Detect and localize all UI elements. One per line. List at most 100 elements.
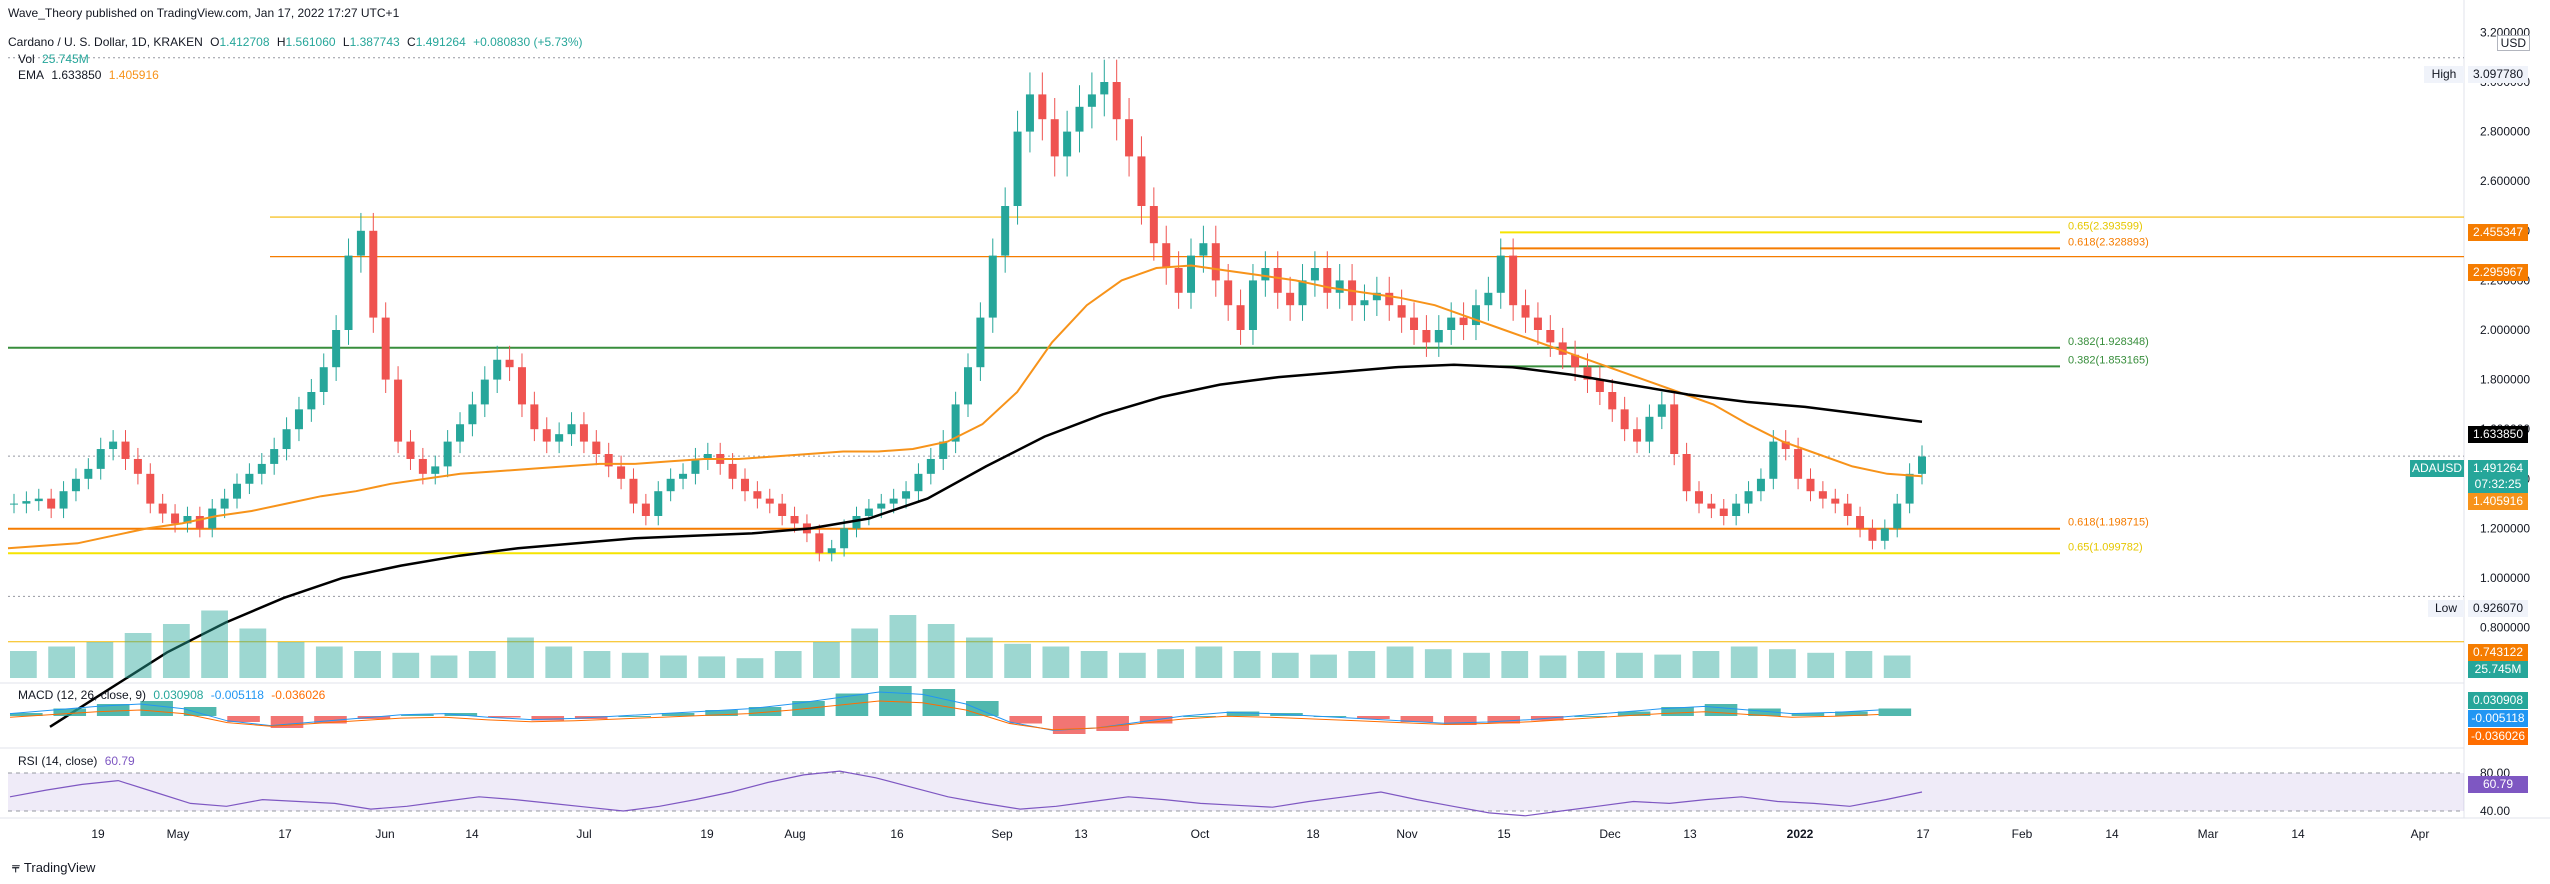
candle-body bbox=[1794, 449, 1803, 479]
candle-body bbox=[1310, 268, 1319, 281]
countdown-tag: 07:32:25 bbox=[2468, 476, 2528, 493]
macd-bar bbox=[1748, 708, 1781, 716]
candle-body bbox=[1744, 491, 1753, 504]
candle-body bbox=[852, 516, 861, 529]
candle-body bbox=[815, 533, 824, 554]
candle-body bbox=[617, 466, 626, 479]
candle-body bbox=[1670, 404, 1679, 454]
candle-body bbox=[1199, 243, 1208, 256]
rsi-line bbox=[9, 770, 1923, 817]
x-tick-label: 19 bbox=[700, 827, 714, 841]
volume-bar bbox=[1539, 655, 1567, 678]
high-tag-label: High bbox=[2424, 66, 2464, 83]
macd-bar bbox=[1878, 708, 1912, 716]
candle-body bbox=[604, 454, 613, 467]
rsi-value: 60.79 bbox=[104, 754, 135, 768]
macd-bar bbox=[488, 716, 521, 718]
macd-bar bbox=[835, 693, 869, 716]
candle-body bbox=[1558, 342, 1567, 355]
candle-body bbox=[641, 503, 650, 516]
candle-body bbox=[1633, 429, 1642, 442]
candle-body bbox=[307, 392, 316, 410]
candle-body bbox=[1434, 330, 1443, 343]
tradingview-logo[interactable]: ⫧ TradingView bbox=[12, 859, 95, 876]
candle-body bbox=[1348, 280, 1357, 306]
volume-bar bbox=[354, 651, 381, 678]
candle-body bbox=[1843, 503, 1852, 516]
candle-body bbox=[1125, 119, 1134, 157]
macd-bar bbox=[1487, 716, 1521, 724]
volume-bar bbox=[1348, 651, 1376, 678]
ohlc-o: 1.412708 bbox=[219, 35, 270, 49]
volume-bar bbox=[1845, 651, 1873, 678]
macd-bar bbox=[1226, 711, 1260, 716]
candle-body bbox=[1471, 305, 1480, 326]
macd-value: 0.030908 bbox=[153, 688, 204, 702]
volume-bar bbox=[1883, 655, 1911, 678]
candle-body bbox=[1025, 94, 1034, 132]
candle-body bbox=[22, 501, 31, 504]
candle-body bbox=[1236, 305, 1245, 330]
macd-label: MACD (12, 26, close, 9) bbox=[18, 688, 147, 702]
volume-bar bbox=[277, 642, 305, 678]
volume-bar bbox=[966, 637, 993, 678]
low-tag-label: Low bbox=[2428, 600, 2464, 617]
candle-body bbox=[1087, 94, 1096, 107]
candle-body bbox=[1385, 292, 1394, 306]
x-tick-label: Mar bbox=[2198, 827, 2219, 841]
candle-body bbox=[1905, 473, 1914, 504]
volume-bar bbox=[392, 652, 420, 678]
macd-tag: 0.030908 bbox=[2468, 692, 2528, 709]
candle-body bbox=[555, 434, 564, 442]
volume-bar bbox=[1424, 649, 1452, 678]
candle-body bbox=[1410, 317, 1419, 330]
vol-line-tag: 0.743122 bbox=[2468, 644, 2528, 661]
candle-body bbox=[1657, 404, 1666, 417]
candle-body bbox=[1546, 330, 1555, 343]
macd-bar bbox=[618, 716, 651, 717]
candle-body bbox=[1286, 292, 1295, 306]
volume-bar bbox=[1310, 654, 1337, 678]
volume-bar bbox=[1769, 649, 1796, 678]
candle-body bbox=[1496, 255, 1505, 293]
candle-body bbox=[1335, 280, 1344, 293]
candle-body bbox=[456, 424, 465, 442]
candle-body bbox=[133, 458, 142, 474]
volume-bar bbox=[1463, 652, 1490, 678]
candle-body bbox=[183, 516, 192, 524]
candle-body bbox=[121, 441, 130, 459]
macd-bar bbox=[661, 713, 695, 716]
candle-body bbox=[171, 513, 180, 524]
ema200-tag: 1.633850 bbox=[2468, 426, 2528, 443]
y-tick-label: 1.000000 bbox=[2480, 571, 2530, 585]
candle-body bbox=[406, 441, 415, 459]
candle-body bbox=[753, 491, 762, 499]
x-tick-label: Aug bbox=[784, 827, 805, 841]
candle-body bbox=[319, 367, 328, 392]
candle-body bbox=[233, 483, 242, 499]
candle-body bbox=[1831, 498, 1840, 504]
volume-bar bbox=[1501, 651, 1529, 678]
volume-bar bbox=[1654, 654, 1682, 678]
volume-bar bbox=[583, 651, 611, 678]
candle-body bbox=[1732, 503, 1741, 516]
candle-body bbox=[294, 409, 303, 430]
x-tick-label: Jul bbox=[576, 827, 591, 841]
candle-body bbox=[1038, 94, 1047, 120]
x-tick-label: Oct bbox=[1191, 827, 1210, 841]
candle-body bbox=[964, 367, 972, 405]
candle-body bbox=[1323, 268, 1332, 293]
macd-bar bbox=[10, 713, 43, 716]
volume-bar bbox=[48, 646, 76, 678]
ohlc-c-label: C bbox=[407, 35, 416, 49]
candle-body bbox=[1224, 280, 1233, 306]
candle-body bbox=[1063, 131, 1072, 157]
macd-hist-value: -0.036026 bbox=[271, 688, 326, 702]
macd-bar bbox=[1661, 707, 1694, 716]
candle-body bbox=[1162, 243, 1171, 268]
candle-body bbox=[517, 367, 526, 405]
volume-bar bbox=[315, 646, 343, 678]
x-tick-label: Dec bbox=[1599, 827, 1620, 841]
candle-body bbox=[1583, 367, 1592, 380]
